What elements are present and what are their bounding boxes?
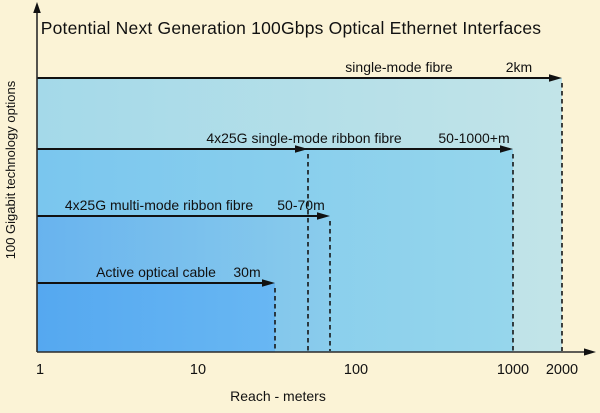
arrowhead-1000m-icon — [500, 145, 513, 153]
chart-title: Potential Next Generation 100Gbps Optica… — [41, 18, 542, 38]
arrowhead-70m-icon — [317, 212, 330, 220]
y-axis-label: 100 Gigabit technology options — [3, 80, 18, 259]
value-50-1000m: 50-1000+m — [438, 130, 509, 146]
value-30m: 30m — [233, 264, 260, 280]
arrowhead-2km-icon — [549, 74, 562, 82]
value-50-70m: 50-70m — [277, 197, 324, 213]
arrowhead-30m-icon — [262, 279, 275, 287]
x-tick-100: 100 — [344, 362, 368, 378]
arrowhead-50m-icon — [295, 145, 308, 153]
x-axis-arrowhead-icon — [584, 348, 596, 356]
value-2km: 2km — [506, 59, 532, 75]
band-active-optical-cable — [37, 283, 275, 352]
y-axis-arrowhead-icon — [33, 2, 41, 13]
label-active-optical-cable: Active optical cable — [96, 264, 216, 280]
x-tick-10: 10 — [190, 362, 206, 378]
x-axis-label: Reach - meters — [230, 388, 326, 404]
label-single-mode-ribbon: 4x25G single-mode ribbon fibre — [206, 130, 402, 146]
x-tick-1000: 1000 — [497, 362, 529, 378]
label-multi-mode-ribbon: 4x25G multi-mode ribbon fibre — [65, 197, 254, 213]
x-tick-2000: 2000 — [546, 362, 578, 378]
x-tick-1: 1 — [36, 362, 44, 378]
label-single-mode-fibre: single-mode fibre — [345, 59, 453, 75]
